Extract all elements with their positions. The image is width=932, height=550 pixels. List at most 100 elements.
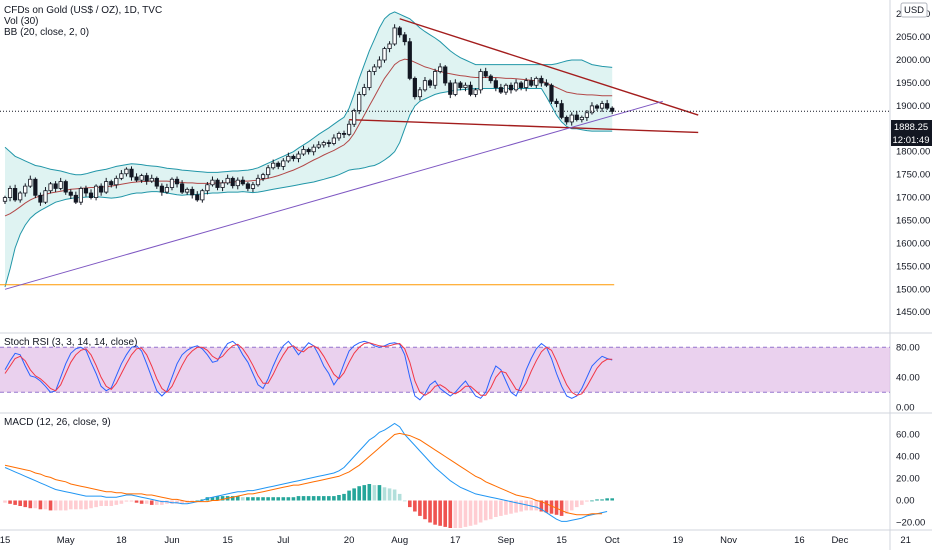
macd-histogram-bar — [311, 496, 316, 501]
macd-signal-line — [4, 432, 603, 516]
bollinger-indicator-label[interactable]: BB (20, close, 2, 0) — [4, 27, 89, 38]
price-axis-tick-label: 1550.00 — [896, 261, 930, 272]
candle — [336, 131, 342, 141]
candle — [346, 120, 352, 137]
stoch-rsi-pane[interactable]: Stoch RSI (3, 3, 14, 14, close) — [0, 337, 890, 401]
candle — [286, 152, 291, 163]
macd-histogram-bar — [342, 493, 346, 501]
macd-histogram-bar — [590, 500, 594, 502]
candle — [417, 87, 423, 101]
stoch-rsi-label[interactable]: Stoch RSI (3, 3, 14, 14, close) — [4, 337, 137, 348]
macd-histogram-bar — [504, 500, 508, 515]
candle — [276, 161, 281, 170]
candle — [185, 187, 190, 195]
macd-axis-tick-label: 60.00 — [896, 430, 920, 441]
candle — [422, 76, 428, 92]
macd-histogram-bar — [241, 497, 245, 501]
macd-histogram-bar — [74, 500, 78, 510]
candle — [134, 173, 139, 183]
macd-histogram-bar — [564, 500, 569, 514]
candle — [569, 112, 574, 126]
macd-histogram-bar — [600, 499, 604, 501]
stoch-rsi-axis[interactable]: 0.00 40.00 80.00 — [896, 342, 920, 413]
candle — [159, 183, 164, 196]
candle — [519, 81, 524, 91]
macd-histogram-bar — [124, 500, 129, 502]
price-pane[interactable] — [0, 11, 890, 290]
candle — [109, 179, 114, 188]
candle — [468, 81, 473, 97]
macd-histogram-bar — [220, 496, 225, 501]
candle — [291, 154, 296, 162]
time-axis-tick-label: Jul — [277, 535, 289, 546]
candle — [230, 176, 235, 189]
macd-histogram-bar — [286, 497, 291, 501]
candle — [58, 177, 63, 191]
macd-histogram-bar — [68, 500, 73, 510]
price-axis-tick-label: 1800.00 — [896, 147, 930, 158]
macd-histogram-bar — [104, 500, 108, 506]
candle — [220, 180, 225, 192]
candle — [195, 191, 200, 202]
trendline[interactable] — [4, 100, 663, 290]
macd-histogram-bar — [266, 497, 270, 501]
volume-indicator-label[interactable]: Vol (30) — [4, 16, 38, 27]
candle — [210, 176, 215, 187]
macd-histogram-bar — [468, 500, 473, 526]
trendlines[interactable] — [4, 18, 699, 290]
symbol-title[interactable]: CFDs on Gold (US$ / OZ), 1D, TVC — [4, 5, 162, 16]
time-axis-tick-label: Aug — [391, 535, 408, 546]
macd-histogram-bar — [529, 500, 534, 511]
macd-histogram-bar — [261, 497, 265, 501]
price-axis-tick-label: 1700.00 — [896, 193, 930, 204]
macd-histogram-bar — [539, 500, 544, 512]
macd-histogram-bar — [251, 497, 255, 501]
macd-label[interactable]: MACD (12, 26, close, 9) — [4, 417, 111, 428]
candle — [483, 67, 488, 78]
macd-axis[interactable]: −20.00 0.00 20.00 40.00 60.00 — [896, 430, 925, 529]
candle — [169, 177, 175, 191]
macd-histogram-bar — [453, 500, 458, 528]
price-axis[interactable]: 1450.00 1500.00 1550.00 1600.00 1650.00 1700.… — [896, 9, 930, 318]
macd-histogram-bar — [33, 500, 38, 509]
macd-histogram-bar — [109, 500, 114, 506]
candle — [215, 178, 220, 191]
macd-histogram-bar — [38, 500, 43, 510]
trendline[interactable] — [349, 118, 699, 134]
candle — [23, 183, 28, 197]
candle — [594, 104, 600, 111]
macd-histogram-bar — [63, 500, 68, 511]
macd-histogram-bar — [544, 500, 549, 513]
candle — [508, 82, 514, 94]
candle — [83, 185, 89, 197]
macd-histogram-bar — [488, 500, 493, 520]
time-axis-tick-label: 15 — [0, 535, 10, 546]
macd-histogram-bar — [149, 500, 154, 505]
price-axis-tick-label: 1450.00 — [896, 307, 930, 318]
candle — [144, 172, 149, 185]
macd-histogram-bar — [271, 497, 275, 501]
candle — [564, 115, 569, 125]
bar-countdown: 12:01:49 — [893, 135, 930, 146]
macd-histogram-bar — [235, 496, 240, 501]
macd-axis-tick-label: 20.00 — [896, 474, 920, 485]
macd-pane[interactable]: MACD (12, 26, close, 9) — [3, 417, 614, 528]
trendline[interactable] — [399, 18, 699, 116]
candle — [513, 79, 519, 92]
macd-histogram-bar — [534, 500, 539, 511]
price-axis-tick-label: 2050.00 — [896, 32, 930, 43]
currency-button[interactable]: USD — [900, 2, 928, 18]
macd-histogram-bar — [170, 500, 174, 504]
macd-histogram-bar — [155, 500, 159, 505]
stoch-rsi-lines — [4, 340, 613, 401]
macd-histogram-bar — [23, 500, 28, 508]
time-axis[interactable]: 15 May 18 Jun 15 Jul 20 Aug 17 Sep 15 Oct 19 Nov 16 Dec… — [0, 535, 911, 546]
macd-histogram-bar — [13, 500, 17, 505]
candle — [281, 158, 286, 171]
price-axis-tick-label: 1650.00 — [896, 216, 930, 227]
macd-histogram-bar — [58, 500, 63, 511]
macd-histogram-bar — [144, 500, 149, 504]
stoch-rsi-axis-tick-label: 80.00 — [896, 342, 920, 353]
